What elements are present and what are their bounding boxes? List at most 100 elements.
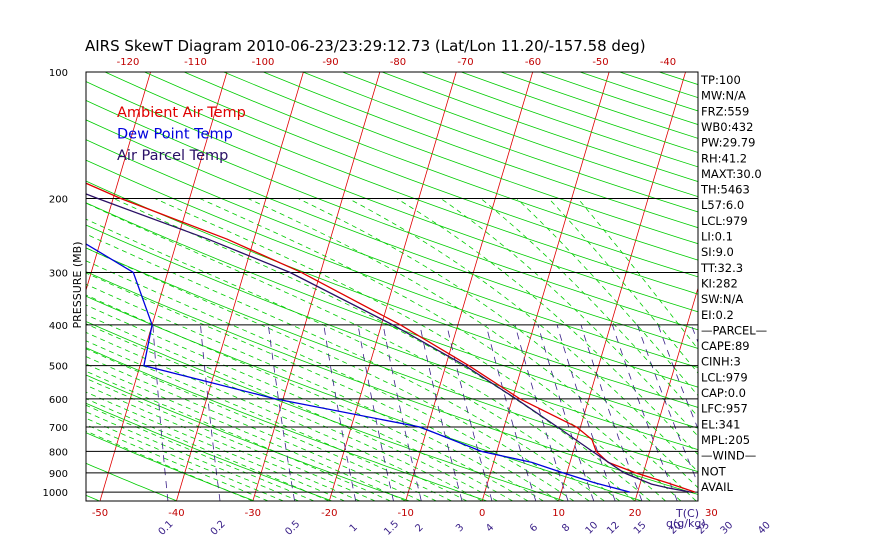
index-entry: LCL:979 — [701, 370, 748, 384]
bottom-temp-tick-label: -40 — [168, 508, 184, 519]
moist-adiabat-line — [516, 198, 698, 397]
top-temp-tick-label: -60 — [525, 57, 541, 68]
top-temp-tick-label: -90 — [322, 57, 338, 68]
isotherm-line — [99, 72, 228, 501]
mixing-ratio-line — [382, 324, 422, 501]
moist-adiabat-line — [548, 198, 698, 374]
plot-frame — [85, 71, 699, 502]
isotherm-line — [0, 72, 74, 501]
index-entry: SW:N/A — [701, 292, 743, 306]
moist-adiabat-line — [86, 202, 636, 501]
dry-adiabat-line — [86, 374, 410, 501]
chart-title: AIRS SkewT Diagram 2010-06-23/23:29:12.7… — [85, 37, 646, 55]
series-line — [86, 182, 696, 493]
mixing-ratio-tick-label: 1.5 — [382, 519, 401, 538]
moist-adiabat-line — [86, 247, 590, 501]
isotherm-line — [86, 72, 151, 292]
index-entry: LFC:957 — [701, 402, 748, 416]
moist-adiabat-line — [86, 404, 315, 501]
mixing-ratio-line — [419, 324, 463, 501]
isotherm-line — [405, 72, 534, 501]
moist-adiabat-line — [86, 377, 376, 501]
mixing-ratio-line — [485, 324, 537, 501]
moist-adiabat-line — [86, 391, 345, 501]
bottom-temp-tick-label: -50 — [92, 508, 108, 519]
top-temp-tick-label: -70 — [457, 57, 473, 68]
index-entry: TH:5463 — [700, 183, 750, 197]
mixing-ratio-tick-label: 10 — [584, 520, 601, 537]
moist-adiabat-line — [86, 304, 513, 501]
mixing-ratio-line — [200, 324, 221, 501]
dry-adiabat-line — [818, 72, 870, 501]
mixing-ratio-tick-label: 6 — [528, 522, 540, 534]
dry-adiabat-line — [86, 494, 100, 501]
dry-adiabat-line — [86, 347, 488, 501]
bottom-temp-tick-label: -30 — [245, 508, 261, 519]
pressure-tick-label: 200 — [49, 194, 68, 205]
mixing-ratio-line — [267, 324, 295, 501]
dry-adiabat-line — [86, 119, 698, 349]
moist-adiabat-line — [86, 384, 361, 501]
bottom-temp-ticks: -50 -40 -30 -20 -10 0 10 20 30 — [92, 508, 718, 519]
moist-adiabat-line — [86, 370, 391, 501]
index-entry: EI:0.2 — [701, 308, 734, 322]
moist-adiabat-line — [86, 411, 299, 501]
pressure-tick-label: 800 — [49, 447, 68, 458]
mixing-ratio-line — [556, 324, 616, 501]
dry-adiabat-line — [738, 72, 870, 501]
moist-adiabat-line — [396, 198, 698, 456]
mixing-ratio-tick-label: 0.2 — [209, 519, 228, 538]
index-entry: MAXT:30.0 — [701, 167, 762, 181]
top-temp-tick-label: -40 — [660, 57, 676, 68]
dry-adiabat-line — [86, 139, 698, 368]
pressure-tick-label: 500 — [49, 362, 68, 373]
moist-adiabat-line — [199, 198, 682, 501]
mixing-ratio-line — [537, 324, 595, 501]
mixing-ratio-tick-label: 2 — [413, 522, 425, 534]
pressure-tick-label: 300 — [49, 268, 68, 279]
moist-adiabat-line — [297, 198, 698, 489]
legend: Ambient Air Temp Dew Point Temp Air Parcel… — [117, 105, 246, 164]
index-entry: AVAIL — [701, 480, 734, 494]
dry-adiabat-line — [183, 72, 698, 261]
mixing-ratio-tick-label: 15 — [632, 520, 649, 537]
moist-adiabat-line — [86, 332, 468, 501]
mixing-ratio-tick-label: 0.5 — [283, 519, 302, 538]
moist-adiabat-line — [86, 348, 437, 501]
pressure-tick-label: 100 — [49, 68, 68, 79]
dry-adiabat-line — [263, 72, 698, 229]
isotherm-line — [176, 72, 304, 501]
dry-adiabat-line — [86, 159, 698, 388]
index-entry: TT:32.3 — [700, 261, 743, 275]
bottom-temp-tick-label: 10 — [552, 508, 565, 519]
dry-adiabat-line — [144, 72, 698, 278]
index-entry: SI:9.0 — [701, 245, 734, 259]
top-temp-tick-label: -50 — [592, 57, 608, 68]
dry-adiabat-line — [86, 224, 698, 451]
moist-adiabat-line — [86, 260, 575, 501]
isotherm-line — [481, 72, 610, 501]
bottom-temp-tick-label: -10 — [398, 508, 414, 519]
profile-lines — [86, 182, 696, 493]
moist-adiabat-line — [154, 198, 666, 501]
index-entry: WB0:432 — [701, 120, 753, 134]
bottom-temp-tick-label: 20 — [629, 508, 642, 519]
mixing-ratio-tick-label: 40 — [756, 520, 773, 537]
isotherm-line — [634, 286, 698, 501]
index-entry: EL:341 — [701, 417, 741, 431]
pressure-tick-label: 1000 — [43, 488, 68, 499]
top-temp-tick-label: -110 — [184, 57, 207, 68]
isobars — [86, 197, 698, 493]
index-entry: CINH:3 — [701, 355, 741, 369]
dry-adiabat-line — [86, 180, 698, 408]
dry-adiabat-line — [86, 81, 698, 313]
index-entry: MW:N/A — [701, 89, 746, 103]
moist-adiabat-line — [86, 398, 330, 501]
grid-lines — [0, 72, 870, 501]
index-entry: CAPE:89 — [701, 339, 750, 353]
moist-adiabat-line — [86, 294, 529, 501]
y-axis-label: PRESSURE (MB) — [71, 242, 84, 329]
dry-adiabat-line — [86, 432, 255, 501]
